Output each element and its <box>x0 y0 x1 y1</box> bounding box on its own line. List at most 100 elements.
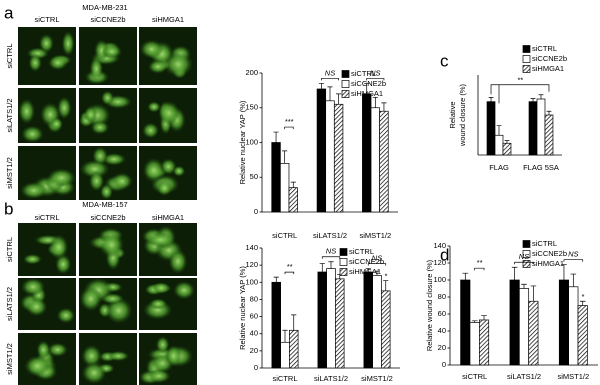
cell <box>168 249 188 274</box>
significance-label: * <box>384 272 388 281</box>
bar <box>479 319 490 366</box>
cell <box>25 297 48 317</box>
micrograph <box>18 146 76 200</box>
bar <box>271 281 281 369</box>
bar <box>325 100 335 213</box>
cell <box>142 157 165 183</box>
error-bar <box>318 83 324 89</box>
bar <box>280 163 290 213</box>
error-bar <box>327 86 333 101</box>
y-tick-label: 60 <box>438 309 446 318</box>
cell <box>36 340 51 359</box>
micrograph <box>79 88 137 143</box>
bar <box>381 290 391 369</box>
cell <box>47 342 68 357</box>
y-tick-label: 0 <box>254 207 258 216</box>
x-tick-label: siLATS1/2 <box>313 231 347 240</box>
cell <box>101 44 123 59</box>
significance-bracket <box>321 78 339 81</box>
legend-swatch <box>522 260 531 268</box>
error-bar <box>488 97 494 102</box>
legend-label: siCCNE2b <box>532 54 567 63</box>
x-tick-label: siMST1/2 <box>361 374 393 383</box>
micrograph <box>139 27 197 85</box>
micrograph <box>79 223 137 276</box>
legend-swatch <box>341 70 350 78</box>
error-bar <box>291 314 297 331</box>
bar <box>568 286 579 366</box>
legend-swatch <box>522 240 531 248</box>
row-label: siLATS1/2 <box>5 287 14 321</box>
bar <box>469 322 480 366</box>
cell <box>158 100 180 126</box>
significance-label: ** <box>476 258 483 267</box>
x-tick-label: siLATS1/2 <box>507 372 541 381</box>
cell <box>172 165 186 177</box>
y-axis-label: Relative nuclear YAP (%) <box>238 100 247 184</box>
cell <box>147 101 161 113</box>
micrograph <box>18 88 76 143</box>
legend-swatch <box>522 250 531 258</box>
legend-label: siHMGA1 <box>532 64 564 73</box>
legend-label: siCTRL <box>532 239 557 248</box>
cell <box>22 253 42 265</box>
significance-bracket <box>563 259 584 262</box>
error-bar <box>374 270 380 276</box>
y-axis-label: wound closure (%) <box>458 83 467 147</box>
significance-label: NS <box>326 247 336 256</box>
x-tick-label: siMST1/2 <box>359 231 391 240</box>
cell <box>156 180 173 196</box>
micrograph <box>18 223 76 276</box>
cell <box>89 56 104 82</box>
cell <box>107 350 130 362</box>
row-label: siCTRL <box>5 237 14 262</box>
cell <box>81 344 102 367</box>
legend-swatch <box>341 90 350 98</box>
error-bar <box>530 285 537 302</box>
legend-label: siCTRL <box>349 247 374 256</box>
error-bar <box>471 320 478 323</box>
error-bar <box>383 280 389 291</box>
micrograph <box>18 333 76 385</box>
cell <box>39 33 54 53</box>
bar <box>333 103 344 213</box>
significance-label: ** <box>286 262 293 271</box>
bar <box>288 187 298 213</box>
cell <box>47 168 76 188</box>
y-tick-label: 100 <box>433 275 446 284</box>
x-tick-label: FLAG <box>489 163 509 172</box>
y-tick-label: 200 <box>245 68 258 77</box>
row-label: siMST1/2 <box>5 343 14 375</box>
cell <box>83 106 98 123</box>
cell <box>146 232 175 248</box>
y-tick-label: 140 <box>245 243 258 252</box>
bar <box>326 268 336 369</box>
legend-label: siCCNE2b <box>349 257 384 266</box>
legend-swatch <box>339 258 348 266</box>
y-tick-label: 50 <box>250 172 258 181</box>
error-bar <box>530 98 536 102</box>
legend-label: siCTRL <box>532 44 557 53</box>
significance-label: ** <box>517 76 524 85</box>
x-tick-label: siCTRL <box>272 231 297 240</box>
x-tick-label: FLAG 5SA <box>523 163 559 172</box>
cell <box>79 286 102 312</box>
micrograph <box>139 223 197 276</box>
cell <box>24 355 51 377</box>
y-tick-label: 150 <box>245 103 258 112</box>
legend-label: siCCNE2b <box>351 79 386 88</box>
error-bar <box>282 329 288 343</box>
error-bar <box>511 266 518 280</box>
micrograph <box>139 278 197 330</box>
micrograph <box>79 146 137 200</box>
cell <box>61 30 75 57</box>
cell <box>147 369 171 384</box>
error-bar <box>462 272 469 280</box>
error-bar <box>365 268 371 272</box>
legend-swatch <box>339 248 348 256</box>
error-bar <box>282 150 288 164</box>
error-bar <box>290 181 296 188</box>
cell <box>142 122 160 139</box>
significance-label: *** <box>285 117 295 126</box>
